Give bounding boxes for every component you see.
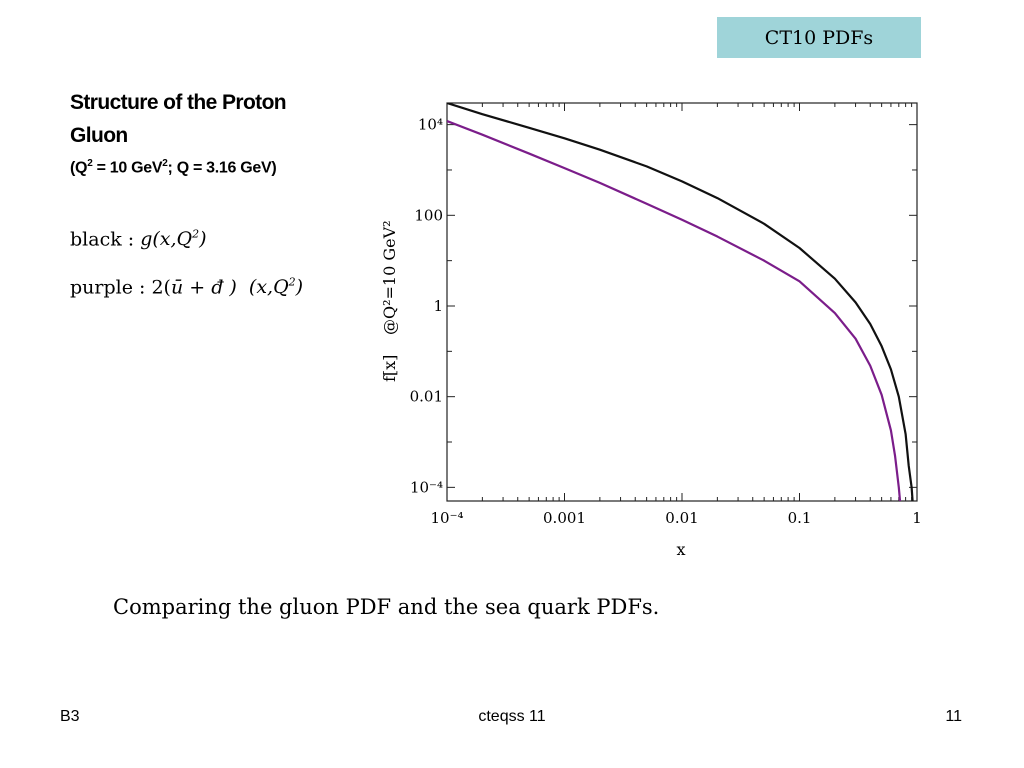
y-tick-label: 10⁻⁴: [410, 478, 443, 496]
tick-labels: 10⁻⁴ 0.001 0.01 0.1 1 10⁻⁴ 0.01 1 100 10⁴: [410, 116, 922, 527]
y-tick-label: 1: [433, 297, 443, 315]
caption: Comparing the gluon PDF and the sea quar…: [113, 595, 660, 619]
curves: [447, 103, 914, 501]
footer-left: B3: [60, 708, 80, 725]
y-axis-label-right: @Q²=10 GeV²: [380, 220, 399, 335]
plot-frame: [446, 102, 918, 502]
legend-purple-label: purple : 2(: [70, 276, 171, 299]
x-axis-label: x: [676, 540, 685, 559]
legend-purple-args: (x,Q2): [248, 276, 304, 299]
legend-black: black : g(x,Q2): [70, 228, 207, 250]
title-line-2: Gluon: [70, 124, 128, 147]
section-tag: CT10 PDFs: [717, 17, 921, 58]
x-tick-label: 1: [912, 509, 922, 527]
y-axis-label-left: f[x]: [380, 355, 399, 382]
y-tick-label: 10⁴: [418, 116, 443, 134]
sea-quark-curve: [447, 120, 902, 501]
slide-title-block: Structure of the Proton Gluon (Q2 = 10 G…: [70, 86, 370, 180]
y-tick-label: 0.01: [410, 388, 443, 406]
tick-marks: [446, 103, 917, 501]
legend-purple: purple : 2(ū + đ ) (x,Q2): [70, 276, 303, 298]
legend-black-expr: g(x,Q2): [140, 228, 207, 251]
footer-center: cteqss 11: [478, 708, 546, 725]
title-subtitle: (Q2 = 10 GeV2; Q = 3.16 GeV): [70, 158, 277, 177]
x-tick-label: 0.1: [788, 509, 812, 527]
legend-purple-expr: ū + đ ): [170, 276, 237, 299]
footer-page-number: 11: [945, 708, 962, 725]
x-tick-label: 10⁻⁴: [430, 509, 463, 527]
legend-black-label: black :: [70, 228, 141, 251]
x-tick-label: 0.01: [665, 509, 698, 527]
x-tick-label: 0.001: [543, 509, 586, 527]
y-tick-label: 100: [414, 206, 443, 224]
title-line-1: Structure of the Proton: [70, 91, 287, 114]
gluon-curve: [447, 103, 914, 501]
